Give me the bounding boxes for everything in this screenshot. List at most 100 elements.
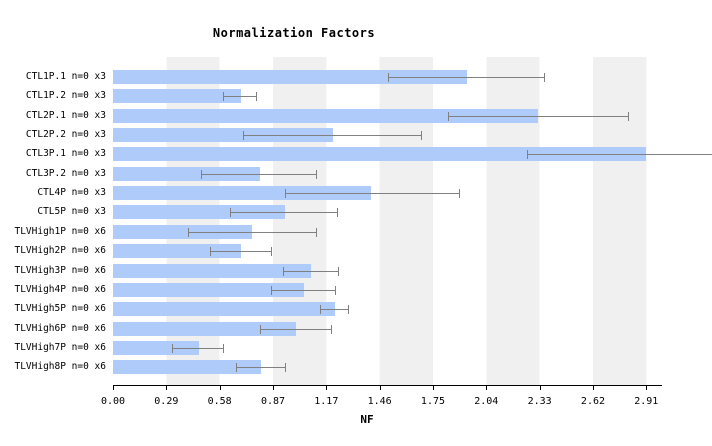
x-axis-tick-label: 0.29 [154,396,179,407]
error-bar-cap-high [459,189,461,199]
error-bar-cap-high [627,111,629,121]
x-axis-tick-label: 1.75 [420,396,446,407]
category-label: TLVHigh3P n=0 x6 [14,264,106,276]
error-bar-cap-high [347,305,349,315]
error-bar-cap-low [230,208,232,218]
error-bar-cap-high [316,227,318,237]
bar [113,244,242,259]
error-bar-cap-low [283,266,285,276]
error-bar-line [243,135,421,137]
category-label: CTL2P.2 n=0 x3 [25,129,106,141]
x-axis-tick [646,386,648,390]
error-bar-cap-high [255,92,257,102]
category-label: CTL1P.2 n=0 x3 [25,90,106,102]
error-bar-cap-low [527,150,529,160]
x-axis-tick-label: 0.00 [100,396,126,407]
category-label: CTL3P.2 n=0 x3 [25,167,106,179]
x-axis-tick-label: 2.91 [634,396,659,407]
error-bar-line [448,115,628,117]
error-bar-line [235,367,286,369]
bar [113,147,647,162]
error-bar-cap-low [285,189,287,199]
error-bar-cap-high [334,285,336,295]
error-bar-cap-high [338,266,340,276]
x-axis-tick [272,386,274,390]
bar [113,186,372,201]
x-axis-tick-label: 2.33 [527,396,552,407]
category-label: CTL1P.1 n=0 x3 [25,71,106,82]
x-axis-tick [166,386,168,390]
error-bar-cap-low [200,169,202,179]
error-bar-cap-high [331,324,333,334]
error-bar-line [222,96,256,98]
category-label: TLVHigh4P n=0 x6 [14,283,106,295]
x-axis-tick-label: 1.17 [314,396,339,407]
error-bar-cap-low [222,92,224,102]
error-bar-line [171,347,223,349]
x-axis-tick-label: 2.04 [474,396,499,407]
error-bar-line [387,77,544,78]
category-label: CTL2P.1 n=0 x3 [25,109,106,121]
error-bar-cap-high [420,131,422,141]
category-label: TLVHigh8P n=0 x6 [14,361,106,373]
x-axis-tick [326,386,328,390]
x-axis-tick-label: 0.58 [207,396,232,407]
error-bar-cap-low [259,324,261,334]
error-bar-line [200,173,317,175]
chart-title: Normalization Factors [212,26,376,40]
x-axis-tick [219,386,221,390]
category-label: TLVHigh2P n=0 x6 [14,245,106,257]
error-bar-cap-high [336,208,338,218]
bar [113,70,467,84]
x-axis-tick [539,386,541,390]
error-bar-line [320,309,348,311]
x-axis-tick [592,386,594,390]
x-axis-tick [432,386,434,390]
bar [113,224,253,239]
error-bar-cap-low [235,363,237,373]
bar [113,108,539,123]
error-bar-line [285,193,460,195]
bar [113,302,335,317]
error-bar-cap-low [188,227,190,237]
error-bar-line [210,251,271,253]
x-axis-line [113,385,662,386]
category-label: TLVHigh5P n=0 x6 [14,303,106,315]
category-label: CTL5P n=0 x3 [37,206,106,218]
x-axis-label: NF [360,413,374,426]
error-bar-line [188,231,317,233]
x-axis-tick [486,386,488,390]
error-bar-line [259,328,332,330]
x-axis-tick-label: 1.46 [367,396,392,407]
error-bar-cap-low [320,305,322,315]
category-label: TLVHigh6P n=0 x6 [14,322,106,334]
error-bar-cap-low [171,343,173,353]
error-bar-cap-high [222,343,224,353]
x-axis-tick-label: 0.87 [260,396,286,407]
error-bar-cap-high [316,169,318,179]
bar [113,89,242,104]
bar [113,321,297,336]
x-axis-tick [113,386,114,390]
category-label: CTL4P n=0 x3 [37,187,106,199]
error-bar-cap-high [270,247,272,257]
error-bar-cap-low [243,131,245,141]
error-bar-line [527,154,712,156]
bar [113,128,333,143]
error-bar-line [283,270,339,272]
bar [113,340,200,355]
category-label: TLVHigh7P n=0 x6 [14,341,106,353]
x-axis-tick [379,386,381,390]
category-label: TLVHigh1P n=0 x6 [14,225,106,237]
category-label: CTL3P.1 n=0 x3 [25,148,106,160]
error-bar-cap-low [448,111,450,121]
bar [113,166,260,181]
error-bar-line [270,289,335,291]
bar [113,282,304,297]
error-bar-cap-low [270,285,272,295]
error-bar-cap-high [543,73,545,82]
error-bar-cap-low [387,73,389,82]
